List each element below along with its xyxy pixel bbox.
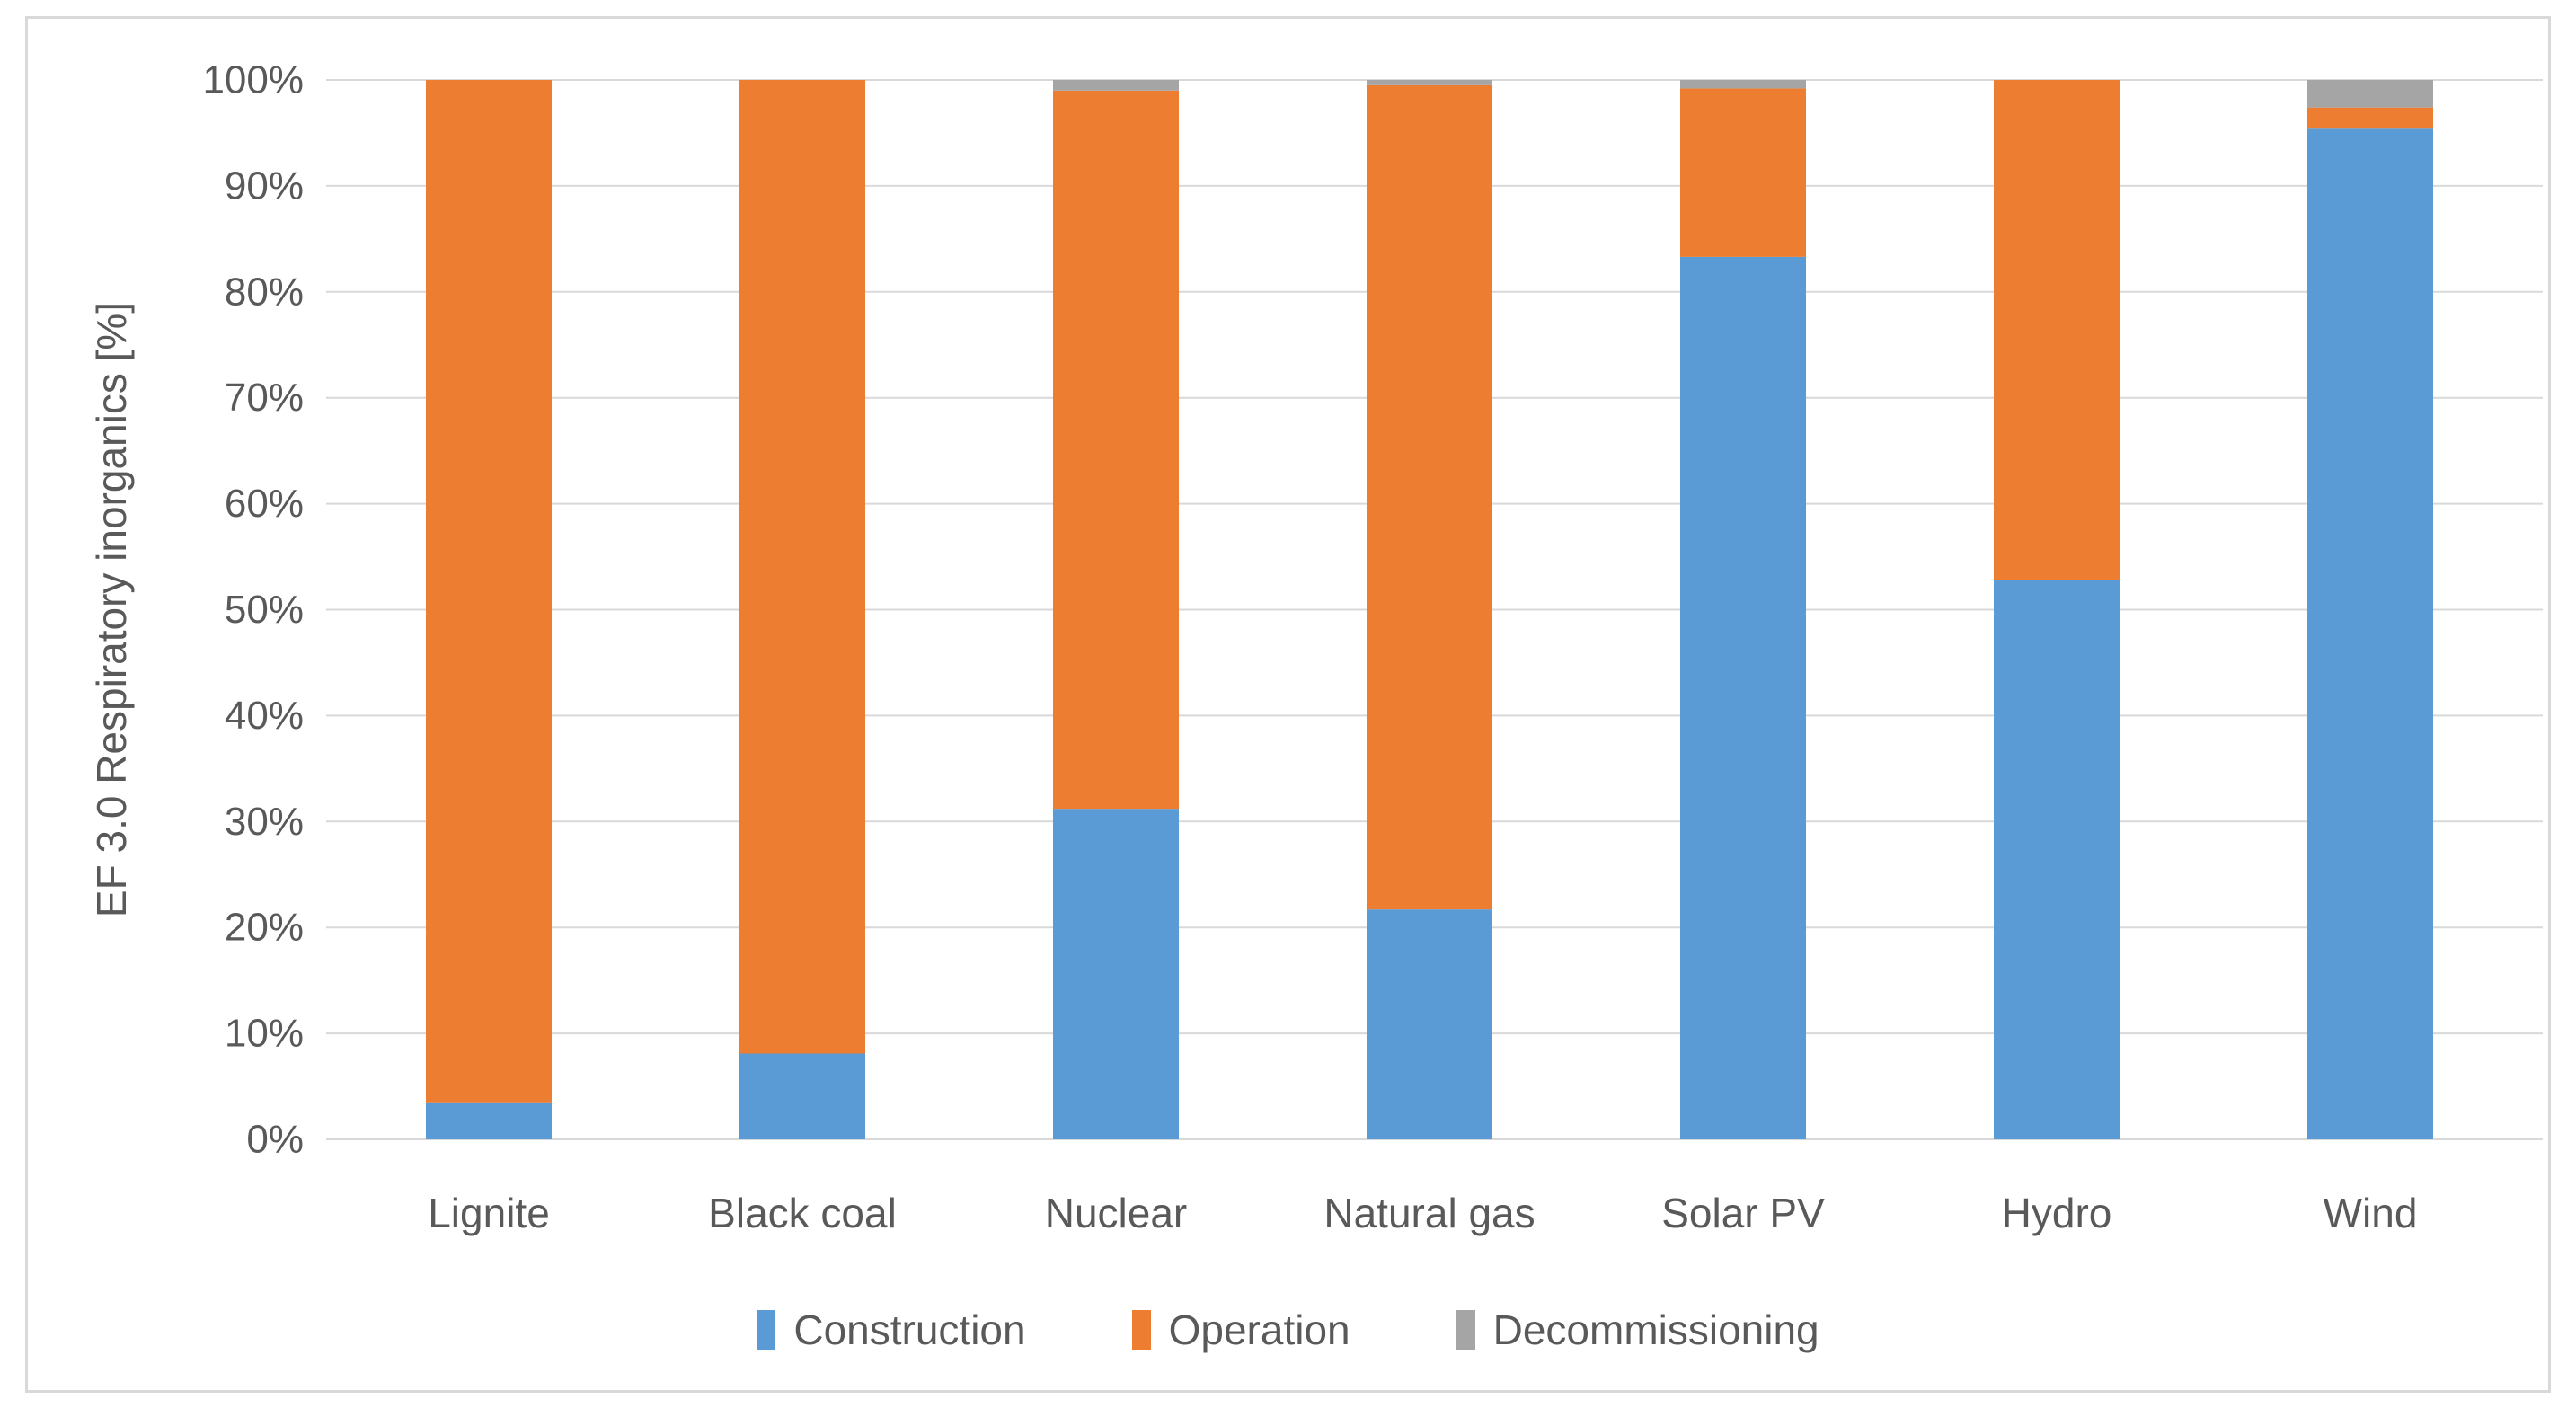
bar-segment-operation-hydro [1994,80,2120,580]
bar-segment-construction-nuclear [1053,809,1179,1139]
bar-segment-construction-solar-pv [1680,256,1806,1139]
x-axis-category-labels: Lignite Black coal Nuclear Natural gas Solar… [428,1190,2417,1236]
legend-label-construction: Construction [793,1306,1026,1353]
y-tick-label-50: 50% [225,588,304,632]
y-tick-label-20: 20% [225,906,304,950]
y-tick-label-100: 100% [202,58,304,102]
y-tick-label-60: 60% [225,482,304,526]
y-axis-title: EF 3.0 Respiratory inorganics [%] [88,302,135,917]
x-category-label-hydro: Hydro [2002,1190,2112,1236]
legend-marker-decommissioning [1456,1310,1475,1350]
bar-segment-construction-black-coal [739,1053,865,1139]
bar-segment-decommissioning-wind [2307,80,2433,108]
bar-segment-construction-lignite [426,1102,552,1139]
bar-segment-operation-black-coal [739,80,865,1054]
bar-segment-operation-solar-pv [1680,88,1806,257]
y-tick-label-40: 40% [225,694,304,738]
y-axis-tick-labels: 0% 10% 20% 30% 40% 50% 60% 70% 80% 90% 100% [202,58,304,1162]
x-category-label-solar-pv: Solar PV [1661,1190,1825,1236]
bar-segment-operation-wind [2307,107,2433,129]
legend: Construction Operation Decommissioning [28,1292,2548,1368]
y-tick-label-10: 10% [225,1012,304,1056]
bar-segment-operation-natural-gas [1367,84,1492,910]
bar-segment-construction-wind [2307,128,2433,1139]
legend-label-decommissioning: Decommissioning [1492,1306,1819,1353]
x-category-label-natural-gas: Natural gas [1323,1190,1535,1236]
legend-item-construction: Construction [757,1306,1026,1354]
x-category-label-nuclear: Nuclear [1045,1190,1188,1236]
bar-segment-decommissioning-solar-pv [1680,80,1806,89]
x-category-label-lignite: Lignite [428,1190,550,1236]
y-tick-label-70: 70% [225,376,304,420]
x-category-label-black-coal: Black coal [708,1190,897,1236]
y-tick-label-80: 80% [225,270,304,314]
y-tick-label-0: 0% [246,1118,304,1162]
bars [426,80,2433,1139]
bar-segment-construction-natural-gas [1367,909,1492,1139]
legend-label-operation: Operation [1168,1306,1350,1353]
bar-segment-construction-hydro [1994,580,2120,1139]
bar-segment-operation-nuclear [1053,90,1179,810]
legend-item-operation: Operation [1131,1306,1350,1354]
bar-segment-operation-lignite [426,80,552,1103]
legend-marker-construction [757,1310,776,1350]
legend-marker-operation [1131,1310,1151,1350]
legend-item-decommissioning: Decommissioning [1456,1306,1819,1354]
x-category-label-wind: Wind [2324,1190,2418,1236]
y-tick-label-30: 30% [225,800,304,844]
bar-segment-decommissioning-nuclear [1053,80,1179,91]
bar-segment-decommissioning-natural-gas [1367,80,1492,85]
y-tick-label-90: 90% [225,164,304,208]
